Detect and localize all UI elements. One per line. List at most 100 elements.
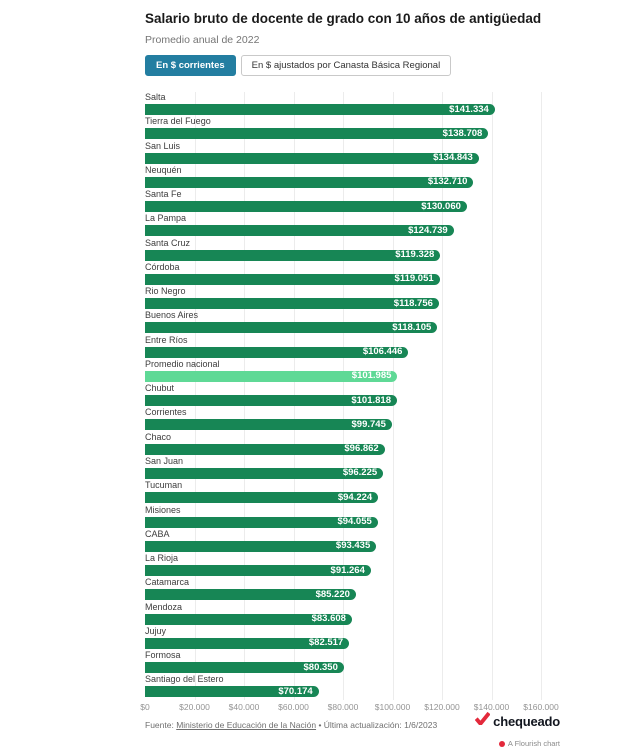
tab-pesos-corrientes[interactable]: En $ corrientes [145,55,236,76]
category-label: San Juan [145,455,184,466]
bar-value-label: $119.051 [394,273,434,285]
bar[interactable]: $91.264 [145,564,371,577]
chart-row: Santa Cruz $119.328 [145,238,541,262]
bar-value-label: $101.818 [351,394,391,406]
source-link[interactable]: Ministerio de Educación de la Nación [176,720,317,730]
bar-value-label: $118.105 [392,321,432,333]
gridline [541,92,542,700]
axis-tick-label: $160.000 [523,701,559,712]
bar-value-label: $96.225 [342,467,378,479]
flourish-logo-icon [498,740,505,747]
category-label: Santa Cruz [145,237,191,248]
bar[interactable]: $96.862 [145,443,385,455]
page-title: Salario bruto de docente de grado con 10… [145,11,542,26]
bar[interactable]: $118.756 [145,298,439,310]
source-prefix: Fuente: [145,720,174,730]
bar[interactable]: $83.608 [145,613,352,625]
updated-text: • Última actualización: 1/6/2023 [318,720,438,730]
chequeado-logo[interactable]: chequeado [474,711,560,730]
bar[interactable]: $94.224 [145,491,379,504]
chart-row: Entre Ríos $106.446 [145,335,541,359]
chart-rows: Salta $141.334 Tierra del Fuego $138.708 San… [145,92,541,699]
bar[interactable]: $80.350 [145,661,344,674]
chart-row: Catamarca $85.220 [145,577,541,601]
category-label: San Luis [145,140,181,151]
category-label: CABA [145,528,170,539]
chart-row: Neuquén $132.710 [145,165,541,189]
chart-content: Salario bruto de docente de grado con 10… [140,10,565,714]
bar-value-label: $80.350 [303,661,338,673]
chart-row: Jujuy $82.517 [145,626,541,650]
bar[interactable]: $130.060 [145,200,467,213]
category-label: Chubut [145,383,175,394]
bar[interactable]: $132.710 [145,176,474,188]
axis-tick-label: $40.000 [228,701,260,712]
axis-tick-label: $120.000 [424,701,460,712]
bar[interactable]: $138.708 [145,127,489,140]
bar[interactable]: $134.843 [145,152,479,164]
bar[interactable]: $141.334 [145,104,495,115]
bar-value-label: $85.220 [315,588,350,600]
bar[interactable]: $119.051 [145,273,440,285]
bar[interactable]: $119.328 [145,249,441,261]
bar[interactable]: $106.446 [145,346,409,358]
chart-row: Córdoba $119.051 [145,262,541,286]
x-axis: $0 $20.000 $40.000 $60.000 $80.000 $100.000 $1… [140,701,558,714]
bar-value-label: $94.224 [337,491,373,503]
chart-row: San Luis $134.843 [145,141,541,165]
chart-row: Formosa $80.350 [145,650,541,674]
chart-row: Rio Negro $118.756 [145,286,541,310]
chequeado-wordmark: chequeado [493,713,560,729]
flourish-attribution[interactable]: A Flourish chart [498,739,560,748]
category-label: Salta [145,92,166,102]
bar[interactable]: $85.220 [145,588,356,601]
gridline [442,92,443,700]
axis-tick-label: $100.000 [374,701,411,712]
bar-value-label: $138.708 [442,127,483,139]
chart-row: Misiones $94.055 [145,505,541,529]
filter-tabs: En $ corrientes En $ ajustados por Canas… [145,55,565,76]
gridline [491,92,493,700]
category-label: Jujuy [145,625,167,636]
bar[interactable]: $101.818 [145,394,397,407]
category-label: Promedio nacional [145,358,220,369]
bar[interactable]: $101.985 [145,370,398,382]
bar[interactable]: $94.055 [145,516,378,528]
bar[interactable]: $82.517 [145,637,350,649]
bar-value-label: $96.862 [344,443,379,455]
category-label: Corrientes [145,407,187,418]
bar-value-label: $134.843 [433,152,473,164]
bar[interactable]: $124.739 [145,225,454,237]
bar-value-label: $93.435 [335,540,371,552]
source-note: Fuente: Ministerio de Educación de la Na… [145,720,437,730]
bar-value-label: $130.060 [421,200,461,212]
bar-value-label: $119.328 [395,249,435,261]
bar[interactable]: $93.435 [145,540,377,552]
category-label: Tucuman [145,480,183,491]
chart-row: Corrientes $99.745 [145,407,541,431]
category-label: Buenos Aires [145,310,199,321]
bar[interactable]: $118.105 [145,321,438,334]
bar[interactable]: $99.745 [145,419,392,431]
bar-value-label: $106.446 [362,346,403,358]
chart-row: Santiago del Estero $70.174 [145,674,541,698]
category-label: Entre Ríos [145,334,188,345]
axis-tick-label: $80.000 [327,701,359,712]
chart-row: Santa Fe $130.060 [145,189,541,213]
chart-row: Buenos Aires $118.105 [145,310,541,334]
chart-row: La Pampa $124.739 [145,213,541,237]
category-label: Mendoza [145,601,183,612]
bar[interactable]: $70.174 [145,685,319,698]
category-label: Misiones [145,504,181,515]
bar-value-label: $82.517 [308,637,344,649]
category-label: Rio Negro [145,286,186,297]
axis-tick-label: $20.000 [179,701,210,712]
bar-value-label: $70.174 [278,685,313,697]
bar[interactable]: $96.225 [145,467,384,479]
category-label: Neuquén [145,164,182,175]
category-label: Córdoba [145,261,180,272]
bar-value-label: $91.264 [330,564,365,576]
chart-row: Mendoza $83.608 [145,602,541,626]
tab-pesos-ajustados[interactable]: En $ ajustados por Canasta Básica Region… [240,55,452,76]
chart-row: Chubut $101.818 [145,383,541,407]
